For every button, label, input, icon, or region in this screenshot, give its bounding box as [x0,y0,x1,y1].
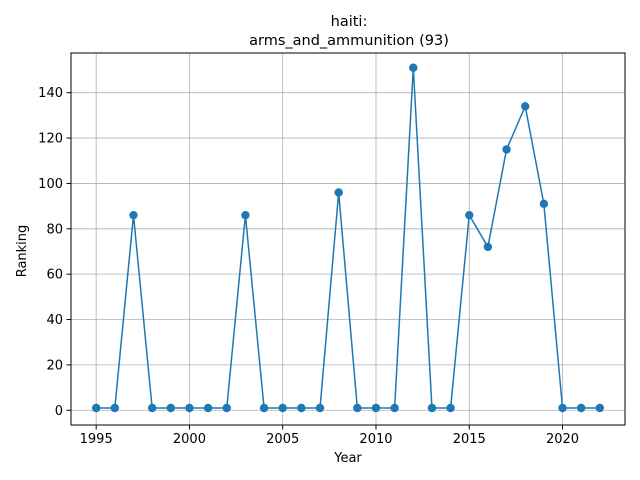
data-point [185,403,194,413]
x-tick-label: 1995 [80,432,113,447]
data-point [278,403,287,413]
data-point [483,242,493,252]
y-tick-label: 20 [46,358,63,373]
data-point [371,403,381,413]
data-point [203,403,213,413]
data-point [166,403,175,413]
chart-title-line1: haiti: [331,14,368,30]
data-point [110,403,120,413]
axes: 1995 2000 2005 2010 2015 2020 0 20 40 60 80 100 120 1… [38,52,626,447]
data-point [409,63,418,72]
y-tick-label: 0 [55,404,63,419]
x-tick-label: 2020 [546,432,579,447]
data-point [446,403,455,413]
x-axis-label: Year [333,451,362,466]
data-point [297,403,306,413]
data-point [558,403,567,413]
y-tick-label: 140 [38,86,63,101]
data-point [595,403,605,413]
data-point [427,403,437,413]
data-point [129,210,138,220]
grid [71,53,625,425]
data-point [315,403,325,413]
data-point [539,199,549,209]
data-point [502,145,511,154]
plot-frame [70,52,626,426]
data-point [241,210,250,220]
y-tick-label: 40 [46,313,63,328]
series [91,63,605,413]
series-line [96,66,600,409]
data-point [390,403,399,413]
data-point [353,403,362,413]
data-point [334,188,343,197]
y-tick-label: 100 [38,177,63,192]
x-tick-label: 2005 [266,432,299,447]
y-tick-label: 120 [38,132,63,147]
y-axis-label: Ranking [15,225,30,278]
x-tick-label: 2000 [173,432,206,447]
data-point [147,403,157,413]
chart-title-line2: arms_and_ammunition (93) [249,33,449,49]
y-tick-label: 60 [46,268,63,283]
data-point [222,403,231,413]
data-point [576,403,586,413]
data-point [521,102,530,111]
data-point [91,403,101,413]
x-tick-label: 2015 [453,432,486,447]
data-point [465,210,474,220]
data-point [259,403,269,413]
x-tick-label: 2010 [359,432,392,447]
y-tick-label: 80 [46,222,63,237]
